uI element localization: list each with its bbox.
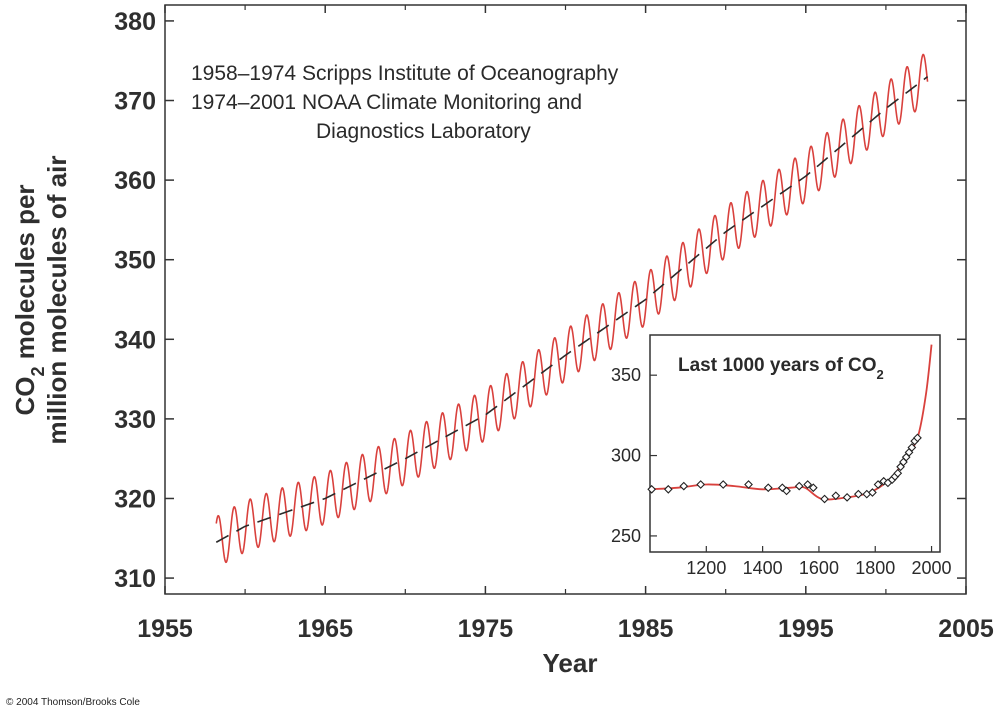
annotation-line-1: 1958–1974 Scripps Institute of Oceanogra… xyxy=(191,62,619,85)
y-tick-label: 380 xyxy=(114,8,156,36)
inset-data-point-diamond xyxy=(679,481,689,491)
inset-data-point-diamond xyxy=(782,486,791,496)
inset-data-point-diamond xyxy=(873,480,883,489)
x-tick-label: 1985 xyxy=(618,615,674,643)
inset-x-tick-label: 1200 xyxy=(686,558,726,578)
inset-data-point-diamond xyxy=(913,433,922,443)
inset-x-tick-label: 1600 xyxy=(799,558,839,578)
x-tick-label: 1955 xyxy=(137,615,193,643)
inset-frame xyxy=(649,334,941,553)
annotation-line-2: 1974–2001 NOAA Climate Monitoring and xyxy=(191,91,582,114)
main-ticks xyxy=(164,5,967,594)
y-axis-title: CO2 molecules per million molecules of a… xyxy=(10,156,72,445)
co2-monthly-series-line xyxy=(215,53,929,564)
inset-series xyxy=(647,344,933,504)
inset-data-point-diamond xyxy=(853,489,863,499)
inset-data-point-diamond xyxy=(842,492,852,502)
inset-data-point-diamond xyxy=(820,494,829,504)
y-tick-label: 370 xyxy=(114,88,156,116)
inset-tick-labels: 1200 1400 1600 1800 2000 250 300 350 xyxy=(611,365,952,578)
inset-x-tick-label: 2000 xyxy=(912,558,952,578)
copyright-text: © 2004 Thomson/Brooks Cole xyxy=(6,697,140,708)
inset-data-point-diamond xyxy=(893,468,903,478)
inset-data-point-diamond xyxy=(647,484,657,494)
inset-data-point-diamond xyxy=(718,480,728,489)
x-tick-label: 1995 xyxy=(778,615,834,643)
inset-data-point-diamond xyxy=(777,483,787,493)
y-tick-label: 360 xyxy=(114,167,156,195)
inset-data-point-diamond xyxy=(696,480,706,489)
annotation-line-3: Diagnostics Laboratory xyxy=(316,120,531,143)
y-tick-label: 350 xyxy=(114,247,156,275)
inset-title: Last 1000 years of CO2 xyxy=(678,355,884,382)
co2-trend-dashed-line xyxy=(215,76,929,543)
y-tick-label: 340 xyxy=(114,326,156,354)
inset-x-tick-label: 1800 xyxy=(855,558,895,578)
y-axis-title-line1: CO2 molecules per xyxy=(10,184,48,415)
inset-data-point-diamond xyxy=(744,480,753,489)
inset-data-point-diamond xyxy=(663,484,673,494)
y-axis-title-line2: million molecules of air xyxy=(42,156,72,445)
inset-data-point-diamond xyxy=(803,480,813,489)
inset-y-tick-label: 250 xyxy=(611,526,641,546)
x-axis-title: Year xyxy=(543,648,598,678)
x-tick-label: 2005 xyxy=(938,615,994,643)
y-tick-label: 310 xyxy=(114,565,156,593)
main-tick-labels: 1955 1965 1975 1985 1995 2005 310 320 330 340 350 3… xyxy=(114,8,994,643)
inset-data-point-diamond xyxy=(763,483,773,493)
inset-x-tick-label: 1400 xyxy=(743,558,783,578)
x-tick-label: 1965 xyxy=(297,615,353,643)
inset-data-point-diamond xyxy=(808,483,818,493)
main-series xyxy=(215,53,929,564)
inset-data-point-diamond xyxy=(868,488,877,497)
inset-y-tick-label: 300 xyxy=(611,446,641,466)
y-tick-label: 330 xyxy=(114,406,156,434)
y-tick-label: 320 xyxy=(114,485,156,513)
inset-y-tick-label: 350 xyxy=(611,365,641,385)
inset-data-point-diamond xyxy=(907,443,917,452)
inset-data-point-diamond xyxy=(831,491,841,501)
x-tick-label: 1975 xyxy=(458,615,514,643)
inset-data-point-diamond xyxy=(794,481,804,491)
inset-ticks xyxy=(650,374,933,552)
